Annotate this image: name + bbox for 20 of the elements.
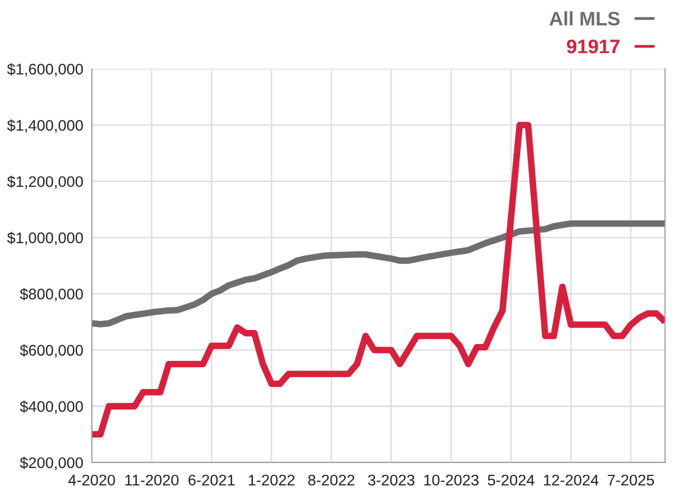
x-tick-label: 1-2022 [248, 474, 294, 486]
legend-label: All MLS [550, 11, 620, 26]
y-tick-label: $1,000,000 [7, 232, 83, 246]
x-tick-label: 12-2024 [544, 474, 599, 486]
x-tick-label: 3-2023 [368, 474, 414, 486]
legend-label: 91917 [566, 40, 620, 54]
x-tick-label: 10-2023 [424, 474, 479, 486]
y-tick-label: $800,000 [20, 288, 83, 302]
x-tick-label: 6-2021 [188, 474, 235, 486]
y-tick-label: $400,000 [20, 400, 83, 414]
x-tick-label: 4-2020 [68, 474, 115, 486]
x-tick-label: 11-2020 [125, 474, 179, 486]
x-tick-label: 8-2022 [308, 474, 354, 486]
y-tick-label: $200,000 [20, 456, 83, 470]
y-tick-label: $1,600,000 [7, 63, 83, 76]
y-tick-label: $1,200,000 [7, 176, 83, 189]
y-tick-label: $1,400,000 [7, 119, 83, 133]
x-tick-label: 7-2025 [608, 474, 654, 486]
y-tick-label: $600,000 [20, 344, 83, 358]
x-tick-label: 5-2024 [488, 474, 534, 486]
